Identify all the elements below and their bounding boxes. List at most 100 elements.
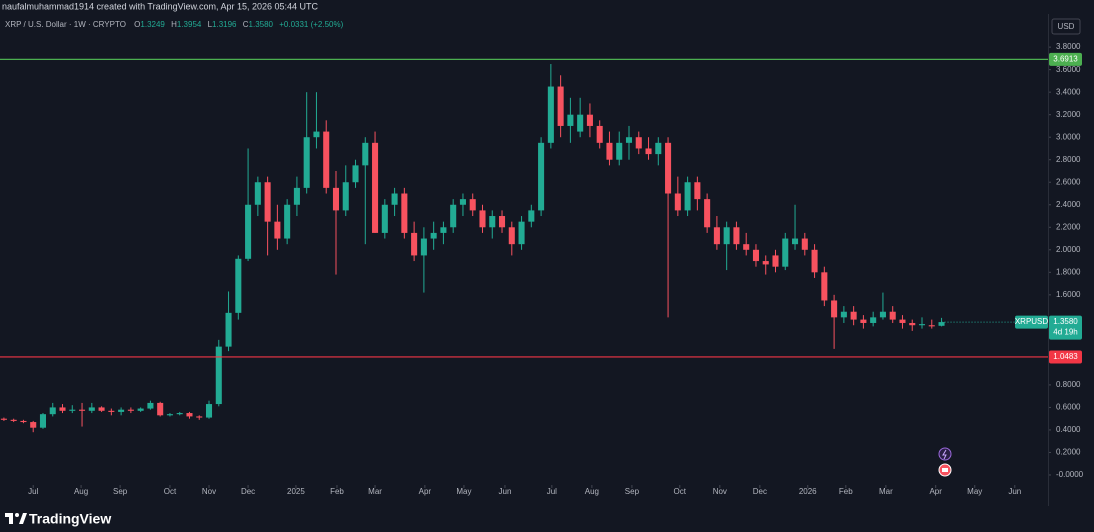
candle-body [420,238,427,256]
ohlc-value: 1.3580 [249,20,274,29]
currency-button[interactable] [1051,18,1081,35]
currency-label[interactable]: USD [1058,22,1075,31]
brand-name: TradingView [29,511,111,527]
candle-body [0,418,7,420]
y-tick-label: 0.2000 [1056,448,1081,457]
y-tick-label: 3.2000 [1056,110,1081,119]
candle-body [323,131,330,188]
logo-part [19,513,27,524]
credit: naufalmuhammad1914 created with TradingV… [2,1,319,11]
candle-body [245,204,252,259]
candle-body [538,142,545,211]
candle-body [30,422,37,428]
x-tick-label: Sep [625,487,640,496]
candle-body [645,148,652,155]
x-tick-label: Sep [113,487,128,496]
x-tick-label: Nov [713,487,727,496]
candle-body [254,182,261,205]
y-tick-label: 3.0000 [1056,132,1081,141]
ohlc-value: 1.3249 [140,20,165,29]
y-tick-label: 1.6000 [1056,290,1081,299]
ohlc-value: 1.3954 [177,20,202,29]
candle-body [10,419,17,421]
candle-body [127,409,134,411]
candle-body [840,311,847,318]
x-tick-label: Apr [419,487,432,496]
candle-body [186,413,193,417]
x-tick-label: Jun [499,487,512,496]
candle-body [821,272,828,301]
x-tick-label: Apr [929,487,942,496]
level-tag-label: 1.0483 [1053,352,1078,361]
y-tick-label: 2.4000 [1056,200,1081,209]
x-tick-label: Jul [28,487,38,496]
candle-body [938,322,945,326]
candle-body [450,204,457,228]
candle-body [372,142,379,233]
x-tick-label: Jun [1008,487,1021,496]
candle-body [762,261,769,265]
candle-body [547,86,554,143]
candle-body [528,210,535,222]
x-tick-label: Feb [839,487,853,496]
level-tag [1049,350,1082,364]
candle-body [782,238,789,267]
symbol-tag-label: XRPUSD [1015,317,1049,326]
candle-body [147,402,154,409]
candle-body [440,227,447,233]
y-tick-label: 3.4000 [1056,87,1081,96]
level-tag-label: 3.6913 [1053,54,1078,63]
candle-body [518,221,525,245]
candle-body [381,204,388,233]
candle-body [909,322,916,326]
candle-body [606,142,613,160]
event-icon[interactable] [938,447,952,461]
y-tick-label: 1.8000 [1056,267,1081,276]
level-tag [1049,52,1082,66]
candle-body [362,142,369,166]
x-tick-label: 2026 [799,487,817,496]
candle-body [928,325,935,327]
candle-body [479,210,486,228]
candle-body [498,216,506,228]
logo-part [15,513,19,517]
candle-body [411,232,418,256]
x-tick-label: Feb [330,487,344,496]
candle-body [596,125,603,143]
x-tick-label: Oct [164,487,177,496]
candle-body [879,311,886,318]
candle-body [635,137,642,149]
y-tick-label: 3.8000 [1056,42,1081,51]
candle-body [743,244,750,250]
news-icon-glyph [942,468,948,472]
candle-body [508,227,515,245]
y-tick-label: -0.0000 [1056,470,1084,479]
candle-body [792,238,799,245]
x-tick-label: Aug [585,487,599,496]
y-tick-label: 2.2000 [1056,222,1081,231]
candle-body [352,165,359,183]
candle-body [59,407,66,411]
candle-body [850,311,857,320]
y-tick-label: 2.6000 [1056,177,1081,186]
x-tick-label: Mar [368,487,382,496]
candle-body [557,86,564,126]
ohlc-key: C [243,20,249,29]
candle-body [665,142,672,194]
candle-body [274,221,281,239]
candle-body [108,410,115,412]
candle-body [157,402,164,416]
candle-body [655,142,662,155]
candle-body [137,408,144,411]
candle-body [469,199,476,211]
candle-body [616,142,623,160]
candle-body [860,319,867,323]
candle-body [118,409,125,412]
candle-body [674,193,681,211]
candle-body [723,227,730,245]
candle-body [342,182,349,211]
candle-body [801,238,808,250]
